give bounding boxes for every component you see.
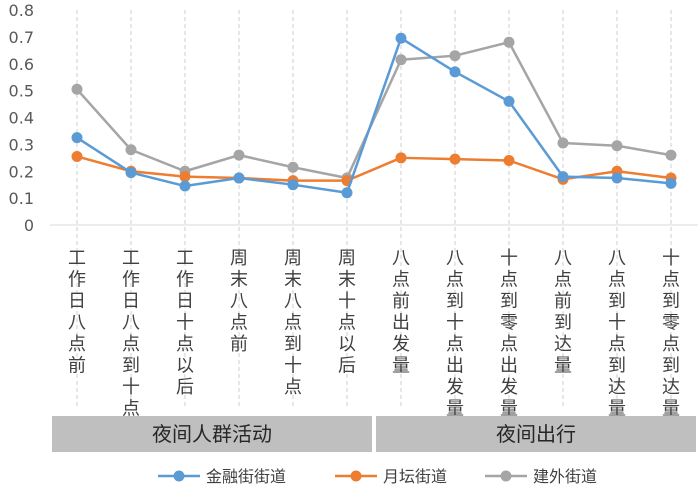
series-line xyxy=(76,36,672,194)
category-label: 工作日八点前 xyxy=(68,248,86,377)
legend-label: 建外街道 xyxy=(533,467,597,486)
legend-label: 月坛街道 xyxy=(383,467,447,486)
data-point xyxy=(611,172,623,184)
data-point xyxy=(665,177,677,189)
category-label: 八点前出发量 xyxy=(392,248,410,377)
y-tick-label: 0.6 xyxy=(9,55,34,74)
series-group xyxy=(71,36,677,184)
data-point xyxy=(395,152,407,164)
data-point xyxy=(557,137,569,149)
data-point xyxy=(557,171,569,183)
legend-label: 金融街街道 xyxy=(206,467,286,486)
category-group-bar xyxy=(376,416,696,452)
data-point xyxy=(287,179,299,191)
category-label: 八点前到达量 xyxy=(554,248,572,377)
category-groups: 夜间人群活动 夜间出行 xyxy=(52,416,696,452)
legend-marker xyxy=(500,470,512,482)
data-point xyxy=(611,140,623,152)
data-point xyxy=(125,167,137,179)
data-point xyxy=(71,150,83,162)
y-tick-label: 0.5 xyxy=(9,82,34,101)
data-point xyxy=(287,161,299,173)
data-point xyxy=(503,155,515,166)
data-point xyxy=(503,36,515,48)
legend-item: 月坛街道 xyxy=(335,467,447,486)
y-tick-label: 0.8 xyxy=(9,1,34,20)
data-point xyxy=(71,83,83,95)
category-label: 周末八点前 xyxy=(230,248,248,355)
legend-marker xyxy=(173,470,185,482)
category-label: 十点到零点到达量 xyxy=(662,248,680,420)
y-tick-label: 0 xyxy=(24,216,34,235)
series-lines xyxy=(71,32,677,199)
series-line xyxy=(76,41,672,180)
category-group-label: 夜间人群活动 xyxy=(152,422,272,446)
data-point xyxy=(395,32,407,44)
category-group-label: 夜间出行 xyxy=(496,422,576,446)
y-tick-label: 0.7 xyxy=(9,28,34,47)
series-group xyxy=(71,32,677,199)
y-axis: 0 0.1 0.2 0.3 0.4 0.5 0.6 0.7 0.8 xyxy=(9,1,34,235)
data-point xyxy=(449,153,461,165)
legend-item: 建外街道 xyxy=(485,467,597,486)
category-label: 周末十点以后 xyxy=(338,248,356,377)
data-point xyxy=(395,54,407,66)
data-point xyxy=(449,50,461,62)
y-tick-label: 0.3 xyxy=(9,135,34,154)
category-label: 工作日十点以后 xyxy=(176,248,194,398)
y-tick-label: 0.2 xyxy=(9,162,34,181)
data-point xyxy=(665,149,677,161)
data-point xyxy=(125,144,137,156)
category-labels: 工作日八点前 工作日八点到十点 工作日十点以后 周末八点前 周末八点到十点 周末十点以后 八… xyxy=(68,248,680,420)
data-point xyxy=(503,95,515,107)
category-label: 工作日八点到十点 xyxy=(122,248,140,420)
y-tick-label: 0.4 xyxy=(9,109,34,128)
category-label: 周末八点到十点 xyxy=(284,248,302,398)
category-group-bar xyxy=(52,416,372,452)
data-point xyxy=(233,149,245,161)
data-point xyxy=(179,171,191,183)
legend: 金融街街道 月坛街道 建外街道 xyxy=(158,467,597,486)
category-label: 八点到十点到达量 xyxy=(608,248,626,420)
data-point xyxy=(179,180,191,192)
y-tick-label: 0.1 xyxy=(9,189,34,208)
legend-marker xyxy=(350,470,362,482)
legend-item: 金融街街道 xyxy=(158,467,286,486)
category-label: 八点到十点出发量 xyxy=(446,248,464,420)
data-point xyxy=(71,132,83,144)
data-point xyxy=(341,187,353,199)
category-label: 十点到零点出发量 xyxy=(500,248,518,420)
data-point xyxy=(449,66,461,78)
data-point xyxy=(233,172,245,184)
vertical-gridlines xyxy=(76,10,672,408)
